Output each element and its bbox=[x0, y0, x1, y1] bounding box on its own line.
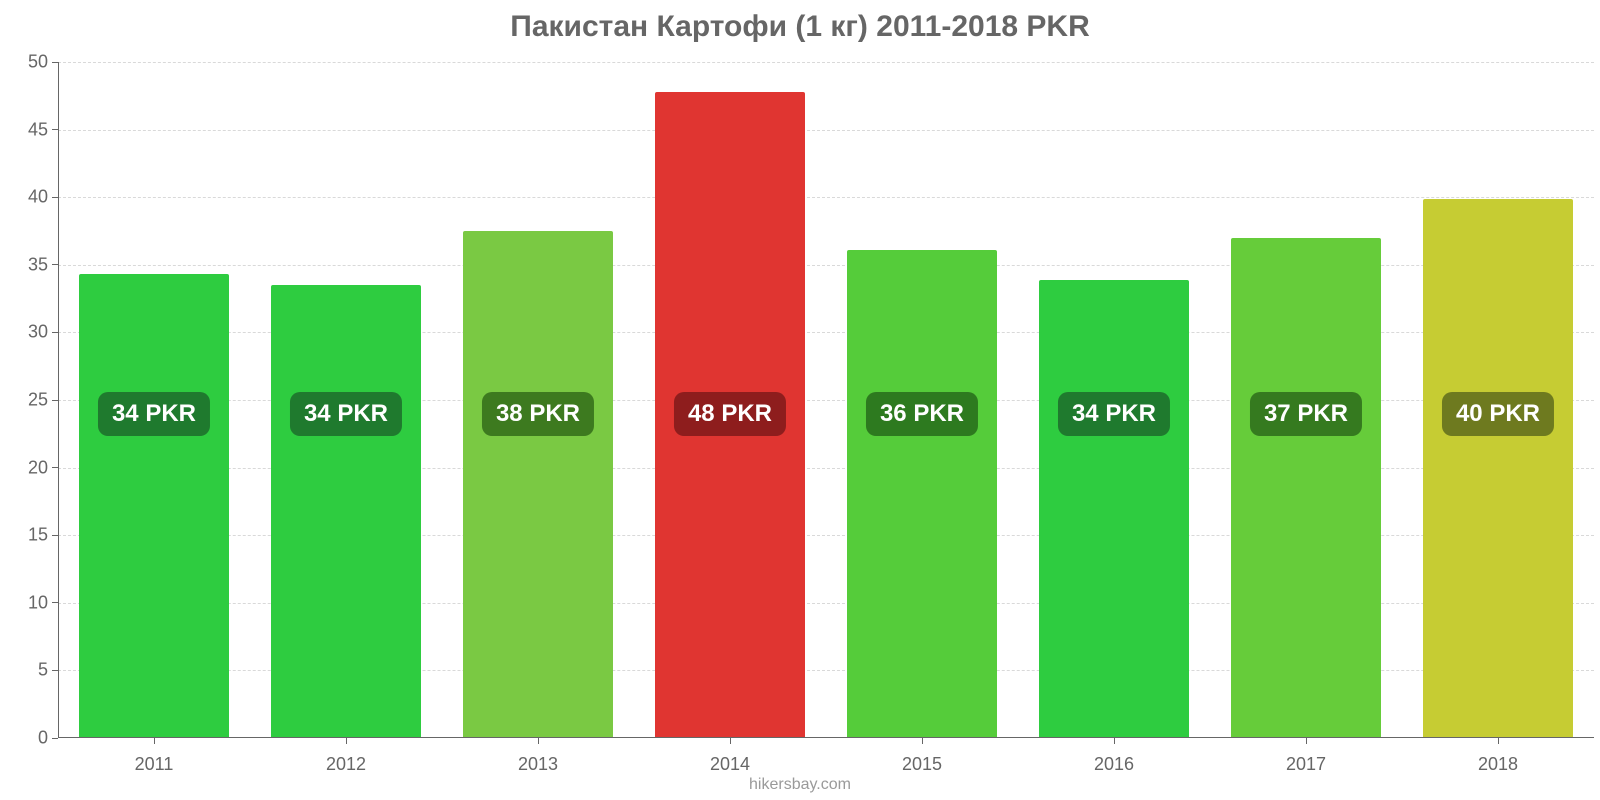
y-tick-label: 35 bbox=[28, 254, 48, 275]
x-axis-label: 2011 bbox=[135, 754, 174, 775]
x-axis-label: 2014 bbox=[710, 754, 750, 775]
bar-value-label: 34 PKR bbox=[290, 392, 402, 436]
y-tick-label: 10 bbox=[28, 592, 48, 613]
bar-value-label: 34 PKR bbox=[98, 392, 210, 436]
x-tick-mark bbox=[1306, 738, 1307, 744]
bar-value-label: 48 PKR bbox=[674, 392, 786, 436]
y-tick-label: 20 bbox=[28, 457, 48, 478]
x-axis-label: 2016 bbox=[1094, 754, 1134, 775]
bars-group: 34 PKR 34 PKR 38 PKR 48 PKR 36 PKR 34 PKR 37 P… bbox=[58, 62, 1594, 738]
bar-value-label: 37 PKR bbox=[1250, 392, 1362, 436]
plot-area: 05101520253035404550 34 PKR34 PKR38 PKR4… bbox=[58, 62, 1594, 738]
chart-container: Пакистан Картофи (1 кг) 2011-2018 PKR 0 5… bbox=[0, 0, 1600, 800]
bar-2014: 48 PKR bbox=[655, 92, 805, 738]
y-tick-label: 25 bbox=[28, 390, 48, 411]
credit-text: hikersbay.com bbox=[749, 776, 851, 794]
bar-value-label: 40 PKR bbox=[1442, 392, 1554, 436]
y-tick-label: 0 bbox=[38, 728, 48, 749]
bar-fill bbox=[1423, 199, 1573, 738]
x-axis-label: 2017 bbox=[1286, 754, 1326, 775]
bar-fill bbox=[1039, 280, 1189, 738]
bar-2017: 37 PKR bbox=[1231, 238, 1381, 738]
x-axis-label: 2013 bbox=[518, 754, 558, 775]
x-tick-mark bbox=[1498, 738, 1499, 744]
chart-title: Пакистан Картофи (1 кг) 2011-2018 PKR bbox=[0, 0, 1600, 44]
y-tick-label: 5 bbox=[38, 660, 48, 681]
x-tick-mark bbox=[1114, 738, 1115, 744]
bar-value-label: 36 PKR bbox=[866, 392, 978, 436]
bar-fill bbox=[463, 231, 613, 738]
y-tick-label: 50 bbox=[28, 52, 48, 73]
bar-value-label: 34 PKR bbox=[1058, 392, 1170, 436]
x-tick-mark bbox=[538, 738, 539, 744]
bar-2013: 38 PKR bbox=[463, 231, 613, 738]
bar-2011: 34 PKR bbox=[79, 274, 229, 738]
x-axis-label: 2015 bbox=[902, 754, 942, 775]
x-tick-mark bbox=[154, 738, 155, 744]
bar-fill bbox=[271, 285, 421, 738]
y-tick-label: 30 bbox=[28, 322, 48, 343]
x-tick-mark bbox=[346, 738, 347, 744]
x-axis-line bbox=[58, 737, 1594, 738]
y-tick-label: 15 bbox=[28, 525, 48, 546]
bar-fill bbox=[79, 274, 229, 738]
x-tick-mark bbox=[730, 738, 731, 744]
bar-fill bbox=[847, 250, 997, 738]
y-tick-label: 45 bbox=[28, 119, 48, 140]
bar-value-label: 38 PKR bbox=[482, 392, 594, 436]
y-tick-label: 40 bbox=[28, 187, 48, 208]
bar-2012: 34 PKR bbox=[271, 285, 421, 738]
x-axis-label: 2018 bbox=[1478, 754, 1518, 775]
x-axis-label: 2012 bbox=[326, 754, 366, 775]
bar-2018: 40 PKR bbox=[1423, 199, 1573, 738]
x-tick-mark bbox=[922, 738, 923, 744]
bar-2015: 36 PKR bbox=[847, 250, 997, 738]
bar-fill bbox=[1231, 238, 1381, 738]
bar-2016: 34 PKR bbox=[1039, 280, 1189, 738]
